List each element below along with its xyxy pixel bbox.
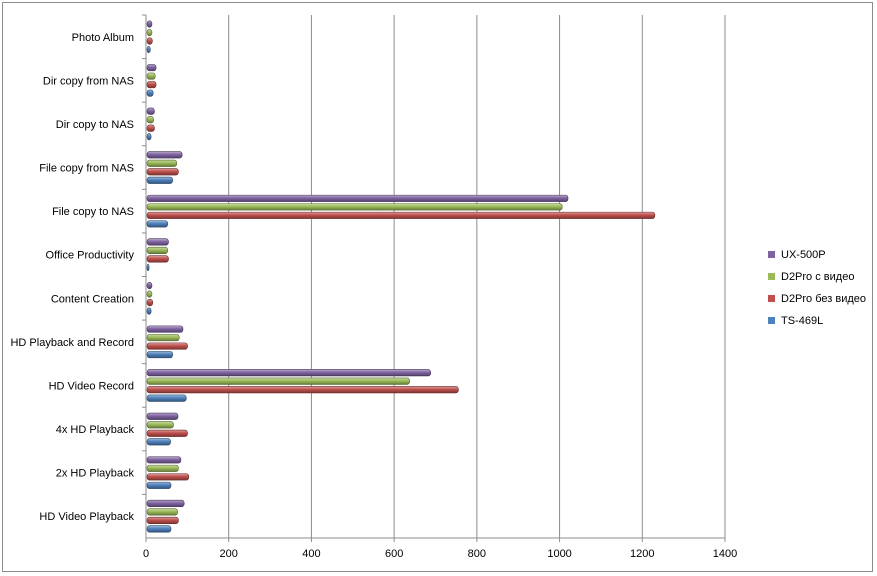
x-tick-label: 1200 xyxy=(630,548,654,560)
bar xyxy=(146,525,172,533)
bar xyxy=(146,421,174,429)
bar xyxy=(146,116,154,124)
category-label: HD Playback and Record xyxy=(10,337,134,349)
bar xyxy=(146,516,179,525)
bar xyxy=(146,473,190,481)
category-label: Dir copy to NAS xyxy=(56,119,134,131)
legend-label: UX-500P xyxy=(781,249,826,261)
x-tick-label: 0 xyxy=(143,548,149,560)
x-tick-label: 1400 xyxy=(713,548,737,560)
bar xyxy=(146,255,169,263)
bar xyxy=(146,298,154,307)
category-label: Content Creation xyxy=(51,293,134,305)
bar xyxy=(146,481,172,489)
x-tick-label: 600 xyxy=(385,548,403,560)
bar xyxy=(146,464,179,472)
bar xyxy=(146,281,153,290)
legend-swatch xyxy=(768,273,775,280)
bar xyxy=(146,28,153,37)
category-label: Photo Album xyxy=(72,32,134,44)
legend-label: D2Pro с видео xyxy=(781,271,854,283)
bar xyxy=(146,64,157,72)
bar xyxy=(146,20,153,28)
bar xyxy=(146,307,152,315)
category-label: HD Video Playback xyxy=(39,511,134,523)
bar xyxy=(146,412,179,420)
category-label: HD Video Record xyxy=(49,380,134,392)
legend-label: TS-469L xyxy=(781,315,823,327)
bar xyxy=(146,386,459,394)
bar xyxy=(146,194,569,202)
gridlines xyxy=(228,15,726,538)
legend-swatch xyxy=(768,251,775,258)
x-tick-label: 200 xyxy=(220,548,238,560)
category-label: 2x HD Playback xyxy=(56,468,135,480)
bar xyxy=(146,81,157,89)
bar xyxy=(146,89,154,97)
bar xyxy=(146,45,151,54)
bar xyxy=(146,429,188,437)
bar xyxy=(146,37,153,45)
bar xyxy=(146,325,184,333)
bar xyxy=(146,377,410,385)
bars xyxy=(146,20,656,533)
category-label: File copy from NAS xyxy=(39,163,134,175)
bar xyxy=(146,72,156,80)
bar xyxy=(146,151,183,159)
bar xyxy=(146,499,185,508)
axes xyxy=(142,14,726,542)
bar xyxy=(146,290,153,298)
category-label: Office Productivity xyxy=(46,250,135,262)
bar xyxy=(146,351,173,359)
bar xyxy=(146,394,187,402)
bar xyxy=(146,246,168,255)
tick-labels: 0 200 400 600 800 1000 1200 1400 xyxy=(143,548,737,560)
category-label: File copy to NAS xyxy=(52,206,134,218)
bar xyxy=(146,176,173,184)
bar-chart: HD Video Playback 2x HD Playback 4x HD Pla… xyxy=(10,14,866,560)
bar xyxy=(146,168,179,176)
legend-label: D2Pro без видео xyxy=(781,293,866,305)
bar xyxy=(146,124,155,132)
x-tick-label: 800 xyxy=(468,548,486,560)
x-tick-label: 1000 xyxy=(547,548,571,560)
bar xyxy=(146,342,188,350)
x-tick-label: 400 xyxy=(302,548,320,560)
category-label: Dir copy from NAS xyxy=(43,75,134,87)
bar xyxy=(146,456,182,464)
bar xyxy=(146,238,169,246)
bar xyxy=(146,334,180,342)
legend: UX-500P D2Pro с видео D2Pro без видео TS-46… xyxy=(768,249,866,327)
legend-swatch xyxy=(768,295,775,302)
bar xyxy=(146,159,178,167)
bar xyxy=(146,508,178,516)
bar xyxy=(146,211,656,219)
legend-swatch xyxy=(768,317,775,324)
bar xyxy=(146,263,150,272)
bar xyxy=(146,133,152,141)
bar xyxy=(146,438,171,446)
category-label: 4x HD Playback xyxy=(56,424,135,436)
bar xyxy=(146,203,563,211)
category-labels: HD Video Playback 2x HD Playback 4x HD Pla… xyxy=(10,32,134,523)
bar xyxy=(146,220,168,228)
bar xyxy=(146,369,432,377)
bar xyxy=(146,107,155,115)
